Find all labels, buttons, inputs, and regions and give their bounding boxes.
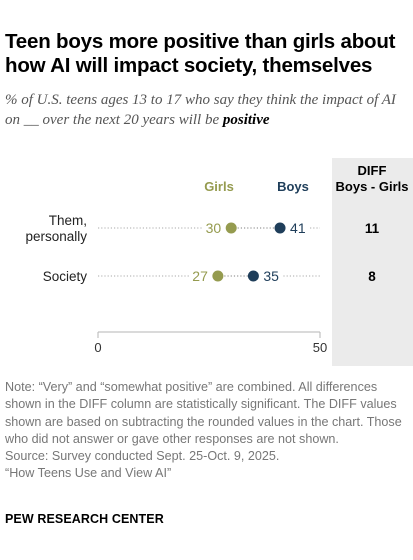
value-label-girls: 27	[192, 268, 208, 284]
subtitle-text: % of U.S. teens ages 13 to 17 who say th…	[5, 92, 396, 128]
subtitle-emphasis: positive	[222, 112, 270, 128]
dot-boys	[274, 222, 286, 234]
dot-boys	[247, 270, 259, 282]
dot-plot-chart: DIFF Boys - Girls Girls Boys Them,person…	[25, 158, 413, 366]
source-text: Source: Survey conducted Sept. 25-Oct. 9…	[5, 449, 280, 464]
diff-value: 11	[365, 221, 380, 236]
chart-notes: Note: “Very” and “somewhat positive” are…	[5, 379, 407, 483]
diff-header-line1: DIFF	[358, 163, 387, 178]
dot-girls	[212, 270, 224, 282]
category-label: personally	[25, 229, 87, 244]
chart-subtitle: % of U.S. teens ages 13 to 17 who say th…	[5, 90, 405, 130]
category-label: Society	[43, 269, 88, 284]
report-title-text: “How Teens Use and View AI”	[5, 466, 172, 481]
value-label-boys: 35	[263, 268, 279, 284]
category-label: Them,	[49, 213, 87, 228]
diff-header-line2: Boys - Girls	[336, 179, 409, 194]
value-label-boys: 41	[290, 220, 306, 236]
value-label-girls: 30	[206, 220, 222, 236]
legend-boys: Boys	[277, 179, 309, 194]
x-tick-label-50: 50	[313, 340, 327, 355]
diff-column-background	[332, 158, 413, 366]
x-tick-label-0: 0	[94, 340, 101, 355]
legend-girls: Girls	[204, 179, 234, 194]
dot-girls	[225, 222, 237, 234]
diff-value: 8	[368, 269, 376, 284]
note-text: Note: “Very” and “somewhat positive” are…	[5, 380, 402, 446]
source-organization: PEW RESEARCH CENTER	[5, 512, 164, 526]
chart-title: Teen boys more positive than girls about…	[5, 30, 396, 77]
